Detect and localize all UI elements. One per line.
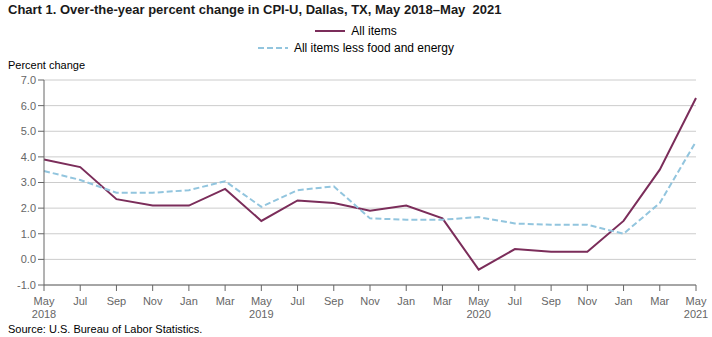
svg-text:Jul: Jul	[508, 295, 522, 307]
html-text:All items: All items	[351, 23, 397, 38]
svg-text:7.0: 7.0	[21, 74, 36, 86]
html-text:Source: U.S. Bureau of Labor S: Source: U.S. Bureau of Labor Statistics.	[8, 323, 203, 335]
svg-text:Sep: Sep	[541, 295, 561, 307]
svg-text:6.0: 6.0	[21, 100, 36, 112]
svg-text:Mar: Mar	[433, 295, 452, 307]
svg-text:Nov: Nov	[360, 295, 380, 307]
svg-text:Nov: Nov	[143, 295, 163, 307]
svg-text:Nov: Nov	[578, 295, 598, 307]
svg-text:Jan: Jan	[397, 295, 415, 307]
svg-text:Mar: Mar	[650, 295, 669, 307]
svg-text:May2019: May2019	[249, 295, 273, 320]
svg-text:Jul: Jul	[291, 295, 305, 307]
svg-text:-1.0: -1.0	[17, 279, 36, 291]
svg-text:0.0: 0.0	[21, 253, 36, 265]
svg-text:Jan: Jan	[615, 295, 633, 307]
svg-text:Sep: Sep	[107, 295, 127, 307]
html-text:All items less food and energy: All items less food and energy	[294, 40, 454, 55]
svg-text:Jan: Jan	[180, 295, 198, 307]
html-text:Percent change: Percent change	[8, 59, 86, 71]
svg-text:Jul: Jul	[73, 295, 87, 307]
svg-text:1.0: 1.0	[21, 228, 36, 240]
svg-text:May2018: May2018	[32, 295, 56, 320]
svg-text:Sep: Sep	[324, 295, 344, 307]
svg-text:May2021: May2021	[684, 295, 704, 320]
svg-text:Mar: Mar	[216, 295, 235, 307]
svg-text:4.0: 4.0	[21, 151, 36, 163]
svg-text:3.0: 3.0	[21, 176, 36, 188]
svg-text:5.0: 5.0	[21, 125, 36, 137]
svg-text:May2020: May2020	[466, 295, 490, 320]
html-text:Chart 1. Over-the-year percent: Chart 1. Over-the-year percent change in…	[8, 2, 502, 17]
svg-text:2.0: 2.0	[21, 202, 36, 214]
